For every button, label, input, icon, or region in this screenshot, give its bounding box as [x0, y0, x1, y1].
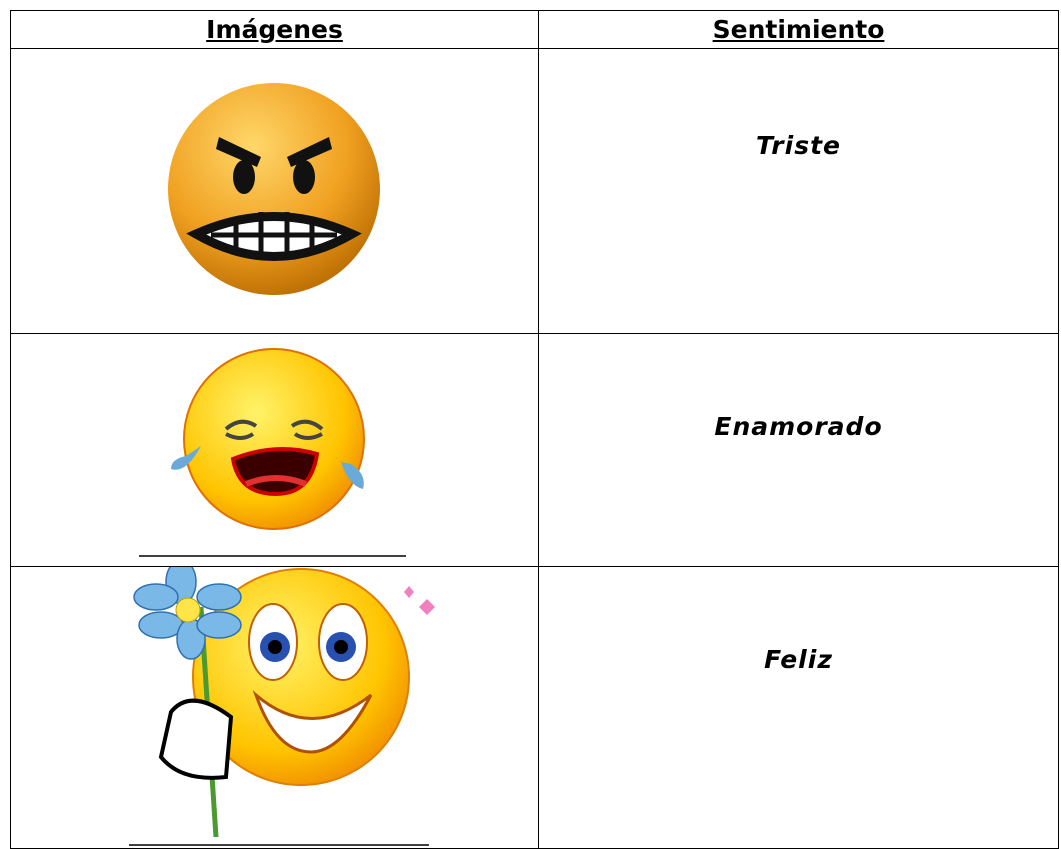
row: Enamorado [10, 333, 1059, 567]
sentiment-text: Triste [756, 131, 841, 160]
image-cell [10, 333, 539, 567]
happy-face-with-flower [121, 567, 435, 848]
sentiment-text: Enamorado [714, 412, 883, 441]
row: Feliz [10, 566, 1059, 849]
header-row: Imágenes Sentimiento [10, 10, 1059, 49]
sentiment-cell: Enamorado [538, 333, 1059, 567]
sentiment-cell: Feliz [538, 566, 1059, 849]
sentiment-cell: Triste [538, 48, 1059, 334]
image-cell [10, 566, 539, 849]
crying-face [139, 348, 406, 557]
sentiment-text: Feliz [764, 645, 833, 674]
header-cell: Imágenes [10, 10, 539, 49]
header-cell: Sentimiento [538, 10, 1059, 49]
row: Triste [10, 48, 1059, 334]
emotion-table: Imágenes Sentimiento Triste [10, 10, 1059, 849]
angry-face [168, 83, 380, 295]
image-cell [10, 48, 539, 334]
